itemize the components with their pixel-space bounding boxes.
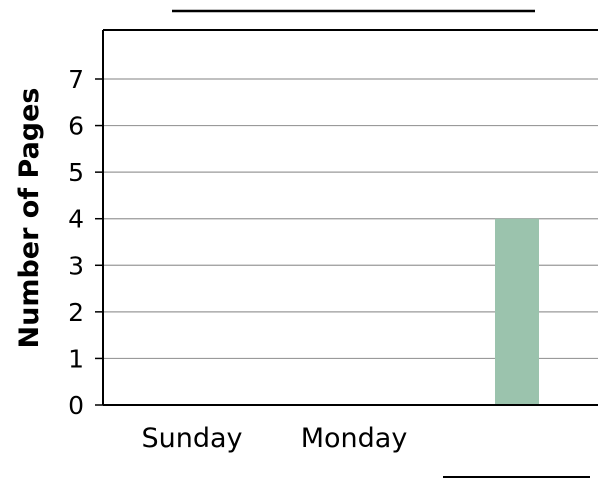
category-label: Sunday (141, 423, 242, 454)
y-tick-label: 1 (68, 344, 84, 373)
y-tick-label: 2 (68, 298, 84, 327)
y-axis-title: Number of Pages (14, 88, 45, 349)
bar (495, 218, 539, 405)
y-tick-label: 7 (68, 65, 84, 94)
y-tick-label: 5 (68, 158, 84, 187)
bars (495, 218, 539, 405)
y-tick-label: 0 (68, 391, 84, 420)
y-tick-label: 6 (68, 112, 84, 141)
y-tick-label: 4 (68, 205, 84, 234)
category-labels: Sunday Monday (141, 423, 407, 454)
category-label: Monday (301, 423, 408, 454)
gridlines (103, 78, 598, 360)
y-tick-label: 3 (68, 251, 84, 280)
y-axis-ticks: 0 1 2 3 4 5 6 7 (68, 65, 103, 420)
